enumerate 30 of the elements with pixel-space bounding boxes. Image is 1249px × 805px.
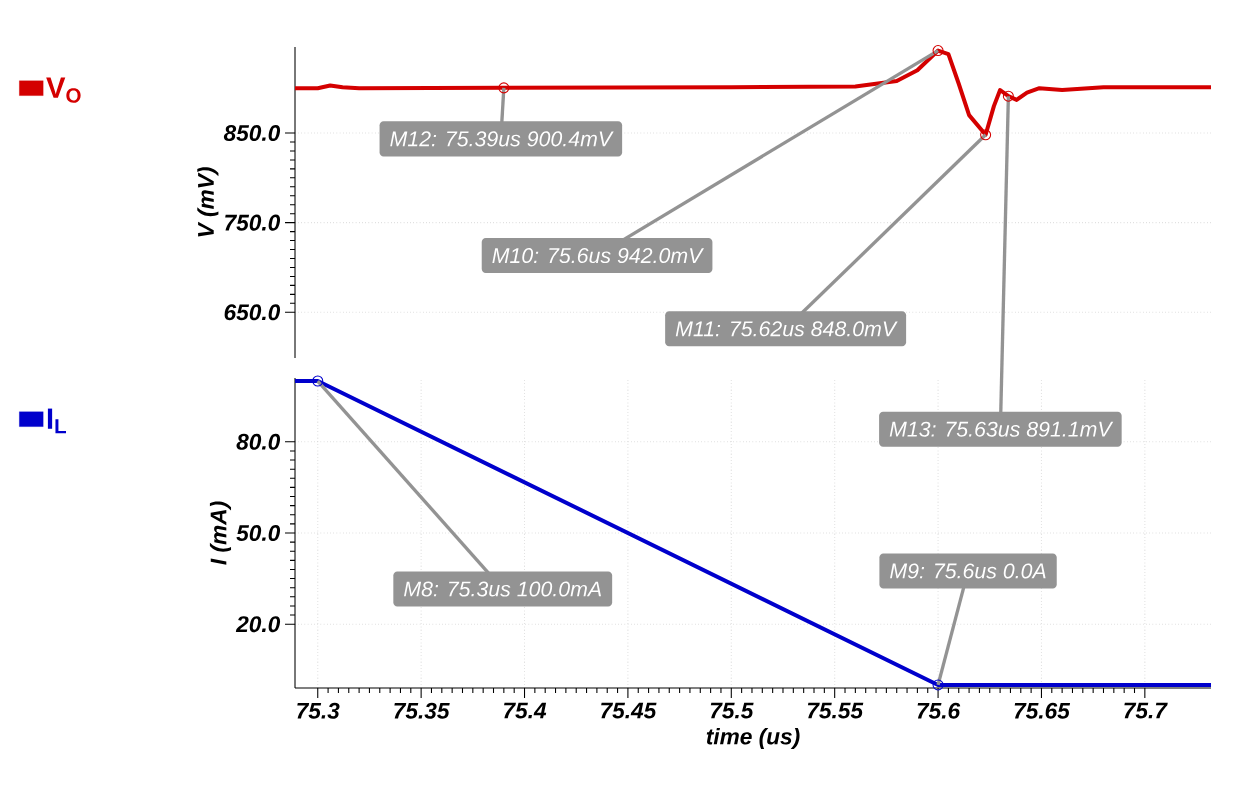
y-tick-label: 850.0: [223, 125, 281, 142]
y-axis-title: I (mA): [209, 501, 232, 565]
x-tick-label: 75.35: [394, 702, 450, 719]
x-tick-label: 75.4: [504, 702, 547, 719]
point: [932, 45, 944, 57]
x-tick-label: 75.5: [710, 702, 754, 719]
y-tick-label: 750.0: [225, 214, 281, 231]
annotation: M10: 75.6us 942.0mV: [492, 248, 705, 264]
y-tick-label: 50.0: [236, 524, 281, 542]
annotation: M11: 75.62us 848.0mV: [675, 321, 898, 337]
annotation: M12: 75.39us 900.4mV: [390, 131, 614, 147]
x-tick-label: 75.55: [807, 702, 864, 719]
y-tick-label: 20.0: [235, 616, 281, 633]
x-axis-title: time (us): [706, 727, 800, 750]
x-tick-label: 75.3: [297, 702, 340, 719]
point: [498, 82, 510, 94]
y-axis-title: V (mV): [197, 167, 219, 237]
legend-label: I$_{L}$: [47, 408, 67, 434]
x-tick-label: 75.6: [917, 702, 961, 719]
point: [1002, 90, 1014, 102]
x-tick-label: 75.7: [1124, 702, 1168, 719]
annotation: M8: 75.3us 100.0mA: [403, 581, 601, 597]
y-tick-label: 80.0: [236, 433, 281, 450]
x-tick-label: 75.65: [1014, 702, 1071, 719]
point: [980, 129, 992, 141]
annotation: M13: 75.63us 891.1mV: [889, 421, 1114, 437]
x-tick-label: 75.45: [601, 702, 657, 719]
y-tick-label: 650.0: [224, 304, 281, 321]
legend-label: V$_{O}$: [46, 77, 81, 103]
annotation: M9: 75.6us 0.0A: [890, 563, 1046, 579]
